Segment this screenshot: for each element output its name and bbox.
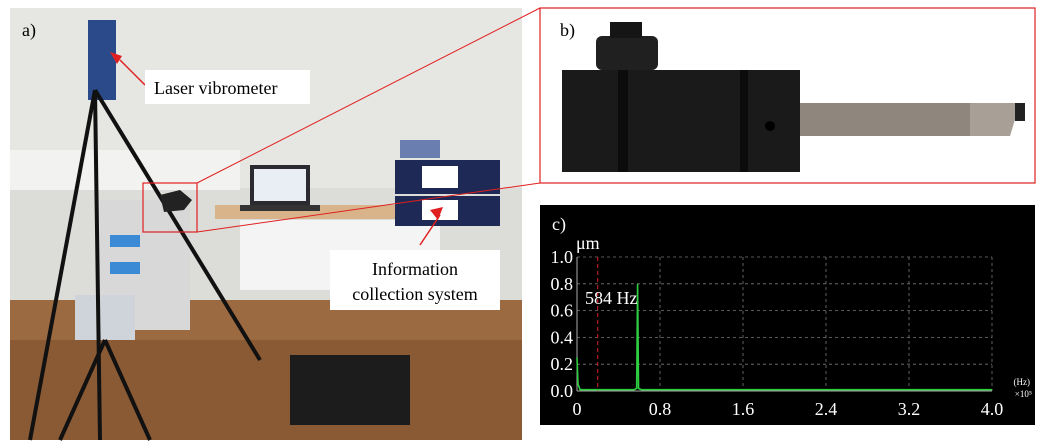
panel-label: b) [560, 20, 575, 41]
y-tick-label: 0.8 [551, 274, 574, 294]
annotation: Information [372, 259, 458, 279]
y-tick-label: 1.0 [551, 247, 574, 267]
y-tick-label: 0.2 [551, 354, 574, 374]
x-axis-unit: (Hz) [1014, 377, 1031, 387]
x-tick-label: 3.2 [898, 399, 921, 419]
y-axis-label: μm [576, 233, 600, 253]
photo-a [10, 8, 522, 440]
annotation: Laser vibrometer [154, 78, 277, 98]
chart-background [540, 205, 1035, 425]
figure: a) Laser vibrometer Information collecti… [0, 0, 1040, 443]
x-axis-multiplier: ×10⁵ [1015, 389, 1032, 399]
render-b [540, 8, 1035, 183]
peak-annotation: 584 Hz [585, 288, 638, 308]
annotation: collection system [352, 284, 477, 304]
x-tick-label: 0 [573, 399, 582, 419]
x-tick-label: 0.8 [649, 399, 672, 419]
y-tick-label: 0.0 [551, 381, 574, 401]
panel-label: c) [552, 214, 566, 235]
x-tick-label: 2.4 [815, 399, 838, 419]
y-tick-label: 0.4 [551, 327, 574, 347]
panel-label: a) [22, 20, 36, 41]
y-tick-label: 0.6 [551, 301, 574, 321]
x-tick-label: 4.0 [981, 399, 1004, 419]
x-tick-label: 1.6 [732, 399, 755, 419]
